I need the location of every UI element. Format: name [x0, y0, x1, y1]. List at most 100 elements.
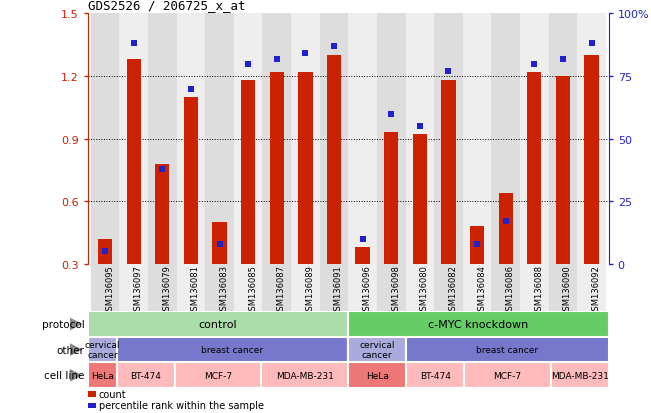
Text: GSM136096: GSM136096 [363, 265, 372, 316]
Bar [434, 14, 463, 264]
Text: control: control [199, 319, 238, 329]
Text: cervical
cancer: cervical cancer [359, 340, 395, 359]
Bar [348, 264, 377, 311]
Bar [577, 264, 606, 311]
Bar [234, 14, 262, 264]
Text: GSM136079: GSM136079 [162, 265, 171, 316]
Bar [549, 264, 577, 311]
Bar [549, 14, 577, 264]
Bar [577, 14, 606, 264]
Text: MCF-7: MCF-7 [493, 371, 521, 380]
Text: GSM136088: GSM136088 [534, 265, 544, 316]
Bar [320, 264, 348, 311]
Text: other: other [57, 345, 85, 355]
Text: c-MYC knockdown: c-MYC knockdown [428, 319, 529, 329]
Text: MDA-MB-231: MDA-MB-231 [276, 371, 334, 380]
Text: GSM136080: GSM136080 [420, 265, 429, 316]
Polygon shape [70, 318, 82, 330]
Bar [377, 264, 406, 311]
Bar [148, 14, 176, 264]
Bar [406, 363, 464, 388]
Bar [262, 14, 291, 264]
Polygon shape [70, 344, 82, 356]
Bar [406, 14, 434, 264]
Bar [520, 264, 549, 311]
Bar [148, 264, 176, 311]
Bar [212, 222, 227, 264]
Bar [520, 14, 549, 264]
Bar [413, 135, 427, 264]
Bar [88, 311, 348, 337]
Bar [434, 264, 463, 311]
Text: GSM136095: GSM136095 [105, 265, 114, 316]
Text: GSM136086: GSM136086 [506, 265, 515, 316]
Bar [291, 14, 320, 264]
Text: count: count [99, 389, 126, 399]
Bar [270, 73, 284, 264]
Bar [492, 14, 520, 264]
Bar [205, 14, 234, 264]
Bar [262, 363, 348, 388]
Bar [551, 363, 609, 388]
Bar [464, 363, 551, 388]
Bar [406, 264, 434, 311]
Bar [384, 133, 398, 264]
Text: GSM136092: GSM136092 [592, 265, 600, 316]
Text: BT-474: BT-474 [420, 371, 450, 380]
Text: cervical
cancer: cervical cancer [85, 340, 120, 359]
Bar [463, 264, 492, 311]
Bar [88, 337, 117, 363]
Bar [176, 264, 205, 311]
Bar [348, 337, 406, 363]
Text: GSM136089: GSM136089 [305, 265, 314, 316]
Text: MCF-7: MCF-7 [204, 371, 232, 380]
Bar [377, 14, 406, 264]
Bar [441, 81, 456, 264]
Bar [499, 193, 513, 264]
Text: GSM136083: GSM136083 [219, 265, 229, 316]
Bar [176, 14, 205, 264]
Bar [90, 14, 119, 264]
Text: GSM136084: GSM136084 [477, 265, 486, 316]
Bar [88, 363, 117, 388]
Bar [298, 73, 312, 264]
Bar [348, 363, 406, 388]
Text: cell line: cell line [44, 370, 85, 380]
Bar [174, 363, 262, 388]
Bar [470, 226, 484, 264]
Bar [406, 337, 609, 363]
Text: percentile rank within the sample: percentile rank within the sample [99, 400, 264, 410]
Text: breast cancer: breast cancer [202, 345, 264, 354]
Text: protocol: protocol [42, 319, 85, 329]
Bar [119, 14, 148, 264]
Bar [90, 264, 119, 311]
Bar [327, 56, 341, 264]
Bar [88, 403, 96, 408]
Text: GSM136082: GSM136082 [449, 265, 458, 316]
Polygon shape [70, 369, 82, 382]
Bar [262, 264, 291, 311]
Bar [117, 363, 174, 388]
Bar [348, 311, 609, 337]
Bar [320, 14, 348, 264]
Bar [291, 264, 320, 311]
Text: HeLa: HeLa [91, 371, 114, 380]
Bar [98, 239, 112, 264]
Bar [585, 56, 599, 264]
Bar [205, 264, 234, 311]
Bar [117, 337, 348, 363]
Bar [348, 14, 377, 264]
Bar [184, 97, 198, 264]
Bar [155, 164, 169, 264]
Bar [126, 60, 141, 264]
Text: breast cancer: breast cancer [477, 345, 538, 354]
Bar [492, 264, 520, 311]
Text: GSM136097: GSM136097 [133, 265, 143, 316]
Bar [241, 81, 255, 264]
Text: GSM136085: GSM136085 [248, 265, 257, 316]
Text: GSM136087: GSM136087 [277, 265, 286, 316]
Text: GSM136081: GSM136081 [191, 265, 200, 316]
Text: GDS2526 / 206725_x_at: GDS2526 / 206725_x_at [88, 0, 245, 12]
Bar [355, 247, 370, 264]
Text: GSM136098: GSM136098 [391, 265, 400, 316]
